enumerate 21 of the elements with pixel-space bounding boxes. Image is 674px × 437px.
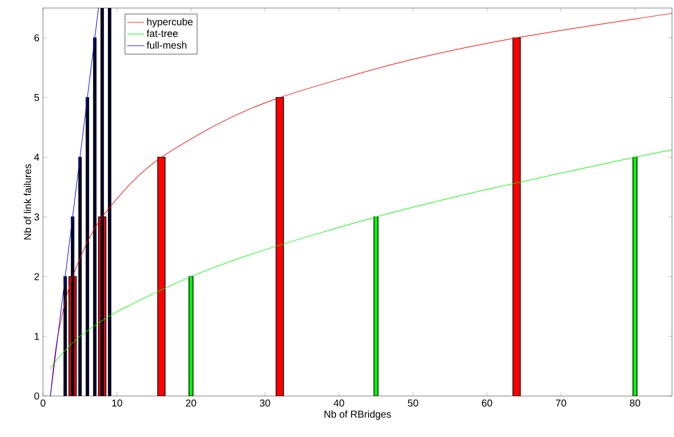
y-axis-title: Nb of link failures <box>24 164 32 240</box>
y-tick-label: 3 <box>34 213 40 220</box>
y-tick-label: 6 <box>34 34 40 42</box>
y-tick-label: 5 <box>34 94 40 102</box>
y-tick-label: 0 <box>34 392 40 400</box>
x-tick-label: 10 <box>112 400 122 407</box>
x-tick-label: 70 <box>556 400 566 407</box>
y-tick-label: 1 <box>34 332 39 340</box>
legend-label: hypercube <box>147 18 193 28</box>
legend-label: full-mesh <box>146 41 186 49</box>
legend-label: fat-tree <box>146 30 178 38</box>
x-tick-label: 60 <box>482 400 492 407</box>
x-tick-label: 50 <box>408 400 418 407</box>
x-tick-label: 20 <box>186 400 196 407</box>
x-tick-label: 30 <box>260 400 270 407</box>
x-tick-label: 40 <box>334 400 344 407</box>
x-tick-label: 0 <box>40 400 46 407</box>
x-tick-label: 80 <box>630 400 640 407</box>
y-tick-label: 2 <box>34 273 39 280</box>
y-tick-label: 4 <box>34 154 40 161</box>
x-axis-title: Nb of RBridges <box>324 410 391 420</box>
